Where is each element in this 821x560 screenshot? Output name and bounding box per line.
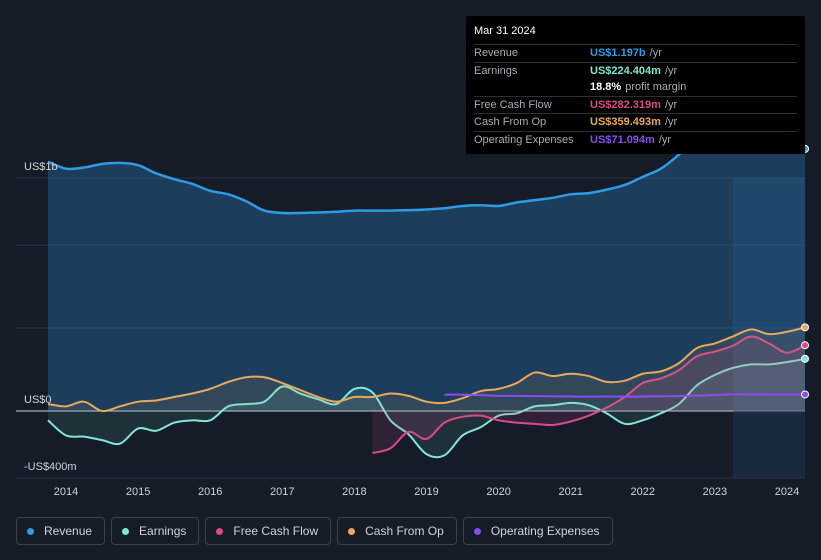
tooltip-key: Operating Expenses — [474, 133, 574, 146]
tooltip-unit: /yr — [664, 116, 678, 129]
legend: Revenue Earnings Free Cash Flow Cash Fro… — [16, 517, 613, 545]
tooltip-unit: /yr — [664, 64, 678, 77]
x-tick-label: 2023 — [703, 486, 727, 498]
free-cash-flow-line — [372, 335, 806, 454]
tooltip-unit: /yr — [664, 98, 678, 111]
legend-label: Revenue — [44, 524, 93, 538]
x-tick-label: 2015 — [126, 486, 150, 498]
tooltip-row-revenue: Revenue US$1.197b /yr — [474, 44, 797, 62]
tooltip-value: US$1.197b — [590, 47, 646, 60]
profit-margin-label: profit margin — [625, 81, 687, 94]
tooltip-panel: Mar 31 2024 Revenue US$1.197b /yr Earnin… — [466, 16, 805, 154]
legend-label: Free Cash Flow — [233, 524, 319, 538]
tooltip-key: Free Cash Flow — [474, 98, 552, 111]
tooltip-value: US$282.319m — [590, 98, 661, 111]
legend-item-free-cash-flow[interactable]: Free Cash Flow — [205, 517, 332, 545]
x-tick-label: 2020 — [486, 486, 510, 498]
series-group — [47, 127, 806, 459]
tooltip-value: US$359.493m — [590, 116, 661, 129]
legend-item-earnings[interactable]: Earnings — [111, 517, 200, 545]
tooltip-value: US$224.404m — [590, 64, 661, 77]
tooltip-row-profit-margin: 18.8% profit margin — [474, 79, 797, 96]
legend-label: Earnings — [139, 524, 187, 538]
legend-item-operating-expenses[interactable]: Operating Expenses — [462, 517, 613, 545]
x-tick-label: 2018 — [342, 486, 366, 498]
revenue-dot-icon — [27, 527, 34, 535]
tooltip-key: Earnings — [474, 64, 518, 77]
tooltip-key: Cash From Op — [474, 116, 547, 129]
operating-expenses-end-marker — [801, 390, 810, 399]
cash-from-op-area — [47, 327, 806, 412]
cash-from-op-end-marker — [801, 323, 810, 332]
tooltip-row-operating-expenses: Operating Expenses US$71.094m /yr — [474, 130, 797, 149]
earnings-dot-icon — [122, 527, 130, 535]
y-axis-top-label: US$1b — [24, 161, 58, 173]
legend-label: Operating Expenses — [490, 524, 600, 538]
legend-label: Cash From Op — [365, 524, 444, 538]
tooltip-key: Revenue — [474, 47, 519, 60]
x-tick-label: 2022 — [631, 486, 655, 498]
legend-item-revenue[interactable]: Revenue — [16, 517, 106, 545]
cash-from-op-line — [47, 326, 806, 413]
revenue-line — [47, 127, 806, 215]
x-tick-label: 2014 — [54, 486, 78, 498]
tooltip-row-free-cash-flow: Free Cash Flow US$282.319m /yr — [474, 95, 797, 114]
tooltip-value: US$71.094m — [590, 133, 655, 146]
x-tick-label: 2021 — [558, 486, 582, 498]
legend-item-cash-from-op[interactable]: Cash From Op — [337, 517, 457, 545]
x-tick-label: 2024 — [775, 486, 799, 498]
tooltip-unit: /yr — [658, 133, 672, 146]
x-tick-label: 2017 — [270, 486, 294, 498]
earnings-line — [47, 357, 806, 459]
revenue-area — [47, 128, 806, 411]
y-axis-zero-label: US$0 — [24, 394, 52, 406]
earnings-end-marker — [801, 354, 810, 363]
x-tick-label: 2019 — [414, 486, 438, 498]
x-tick-label: 2016 — [198, 486, 222, 498]
y-axis-bottom-label: -US$400m — [24, 461, 77, 473]
tooltip-row-earnings: Earnings US$224.404m /yr — [474, 61, 797, 80]
earnings-area — [47, 358, 806, 458]
free-cash-flow-area — [372, 336, 806, 453]
free-cash-flow-dot-icon — [216, 527, 224, 535]
operating-expenses-dot-icon — [473, 527, 481, 535]
tooltip-unit: /yr — [649, 47, 662, 60]
cash-from-op-dot-icon — [348, 527, 356, 535]
grid-lines — [16, 177, 805, 479]
x-axis-ticks: 2014 2015 2016 2017 2018 2019 2020 2021 2022 2023… — [54, 486, 799, 498]
profit-margin-value: 18.8% — [590, 81, 622, 94]
free-cash-flow-end-marker — [801, 341, 810, 350]
operating-expenses-line — [444, 393, 806, 398]
highlight-band — [732, 178, 805, 478]
tooltip-date: Mar 31 2024 — [474, 25, 536, 37]
tooltip-row-cash-from-op: Cash From Op US$359.493m /yr — [474, 113, 797, 131]
